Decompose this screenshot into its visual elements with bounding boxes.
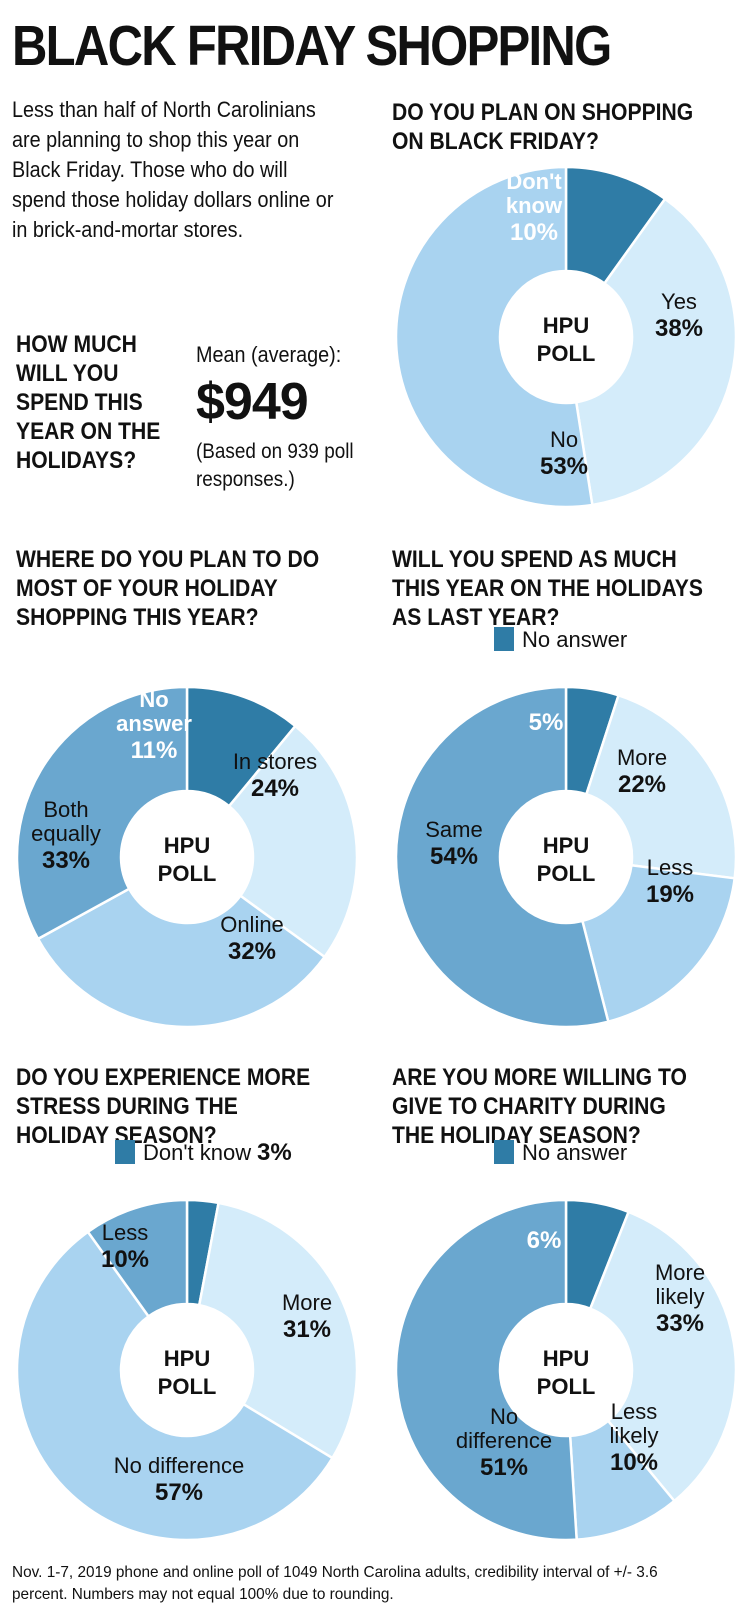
slice-label-spend-as-much-2: Less bbox=[647, 855, 693, 880]
slice-label-charity-1: More bbox=[655, 1260, 705, 1285]
center-label-bottom: POLL bbox=[158, 861, 217, 886]
slice-value-where-shop-0: 11% bbox=[131, 737, 178, 764]
slice-value-where-shop-2: 32% bbox=[228, 938, 276, 965]
legend-swatch-charity bbox=[494, 1140, 514, 1164]
slice-value-spend-as-much-0: 5% bbox=[529, 709, 564, 736]
mean-value: $949 bbox=[196, 373, 309, 431]
slice-label-where-shop-3: equally bbox=[31, 821, 101, 846]
slice-where-shop-2 bbox=[36, 887, 327, 1029]
slice-label-black-friday-1: Yes bbox=[661, 289, 697, 314]
legend-swatch-stress bbox=[115, 1140, 135, 1164]
slice-label-stress-2: No difference bbox=[114, 1453, 244, 1478]
slice-label-where-shop-0: No bbox=[139, 687, 168, 712]
footnote: Nov. 1-7, 2019 phone and online poll of … bbox=[12, 1564, 658, 1603]
slice-value-charity-1: 33% bbox=[656, 1310, 704, 1337]
slice-label-where-shop-3: Both bbox=[43, 797, 88, 822]
slice-spend-as-much-2 bbox=[580, 863, 737, 1024]
slice-black-friday-2 bbox=[394, 165, 594, 509]
slice-spend-as-much-3 bbox=[394, 685, 610, 1029]
slice-black-friday-1 bbox=[574, 197, 738, 507]
slice-label-black-friday-0: Don't bbox=[506, 169, 562, 194]
center-label-top: HPU bbox=[164, 1346, 210, 1371]
slice-value-black-friday-2: 53% bbox=[540, 453, 588, 480]
legend-label-spend-as-much: No answer bbox=[522, 627, 627, 652]
slice-label-where-shop-1: In stores bbox=[233, 749, 317, 774]
slice-label-stress-3: Less bbox=[102, 1220, 148, 1245]
slice-label-where-shop-2: Online bbox=[220, 912, 284, 937]
slice-value-black-friday-0: 10% bbox=[510, 219, 558, 246]
question-spend-as-much: WILL YOU SPEND AS MUCH THIS YEAR ON THE … bbox=[392, 546, 703, 631]
slice-stress-3 bbox=[86, 1198, 189, 1319]
legend-label-stress: Don't know bbox=[143, 1140, 251, 1165]
slice-where-shop-3 bbox=[15, 685, 189, 941]
center-label-bottom: POLL bbox=[537, 1374, 596, 1399]
slice-label-black-friday-0: know bbox=[506, 193, 563, 218]
slice-label-where-shop-0: answer bbox=[116, 711, 192, 736]
legend-swatch-spend-as-much bbox=[494, 627, 514, 651]
question-spend: HOW MUCH WILL YOU SPEND THIS YEAR ON THE… bbox=[16, 331, 161, 474]
slice-value-charity-0: 6% bbox=[527, 1227, 562, 1254]
slice-spend-as-much-1 bbox=[584, 693, 738, 880]
slice-label-stress-1: More bbox=[282, 1290, 332, 1315]
slice-value-where-shop-3: 33% bbox=[42, 847, 90, 874]
slice-label-charity-1: likely bbox=[656, 1284, 705, 1309]
center-label-bottom: POLL bbox=[537, 861, 596, 886]
slice-label-charity-3: difference bbox=[456, 1428, 552, 1453]
question-black-friday: DO YOU PLAN ON SHOPPING ON BLACK FRIDAY? bbox=[392, 99, 694, 155]
center-label-top: HPU bbox=[543, 1346, 589, 1371]
slice-value-where-shop-1: 24% bbox=[251, 775, 299, 802]
question-where-shop: WHERE DO YOU PLAN TO DO MOST OF YOUR HOL… bbox=[16, 546, 320, 631]
slice-value-stress-3: 10% bbox=[101, 1246, 149, 1273]
slice-charity-1 bbox=[588, 1210, 738, 1503]
slice-value-spend-as-much-2: 19% bbox=[646, 881, 694, 908]
center-label-top: HPU bbox=[543, 833, 589, 858]
slice-value-spend-as-much-3: 54% bbox=[430, 843, 478, 870]
slice-value-black-friday-1: 38% bbox=[655, 315, 703, 342]
slice-label-charity-3: No bbox=[490, 1404, 518, 1429]
legend-value-stress: 3% bbox=[257, 1139, 292, 1166]
slice-value-spend-as-much-1: 22% bbox=[618, 771, 666, 798]
slice-label-spend-as-much-1: More bbox=[617, 745, 667, 770]
slice-charity-3 bbox=[394, 1198, 579, 1542]
question-charity: ARE YOU MORE WILLING TO GIVE TO CHARITY … bbox=[392, 1064, 687, 1149]
slice-value-stress-1: 31% bbox=[283, 1316, 331, 1343]
slice-value-charity-3: 51% bbox=[480, 1454, 528, 1481]
pie-charity: HPUPOLL6%Morelikely33%Lesslikely10%Nodif… bbox=[394, 1140, 738, 1542]
center-label-bottom: POLL bbox=[537, 341, 596, 366]
slice-stress-1 bbox=[197, 1201, 359, 1460]
question-stress: DO YOU EXPERIENCE MORE STRESS DURING THE… bbox=[16, 1064, 311, 1149]
center-label-top: HPU bbox=[543, 313, 589, 338]
slice-value-stress-2: 57% bbox=[155, 1479, 203, 1506]
page-title: BLACK FRIDAY SHOPPING bbox=[12, 14, 612, 78]
slice-value-charity-2: 10% bbox=[610, 1449, 658, 1476]
slice-label-black-friday-2: No bbox=[550, 427, 578, 452]
center-label-bottom: POLL bbox=[158, 1374, 217, 1399]
legend-label-charity: No answer bbox=[522, 1140, 627, 1165]
center-label-top: HPU bbox=[164, 833, 210, 858]
slice-label-charity-2: likely bbox=[610, 1423, 659, 1448]
intro-text: Less than half of North Carolinians are … bbox=[12, 97, 334, 242]
slice-where-shop-1 bbox=[227, 724, 359, 959]
slice-label-charity-2: Less bbox=[611, 1399, 657, 1424]
mean-label: Mean (average): bbox=[196, 342, 342, 367]
slice-label-spend-as-much-3: Same bbox=[425, 817, 482, 842]
mean-note: (Based on 939 poll responses.) bbox=[196, 440, 354, 491]
slice-stress-2 bbox=[15, 1230, 335, 1542]
